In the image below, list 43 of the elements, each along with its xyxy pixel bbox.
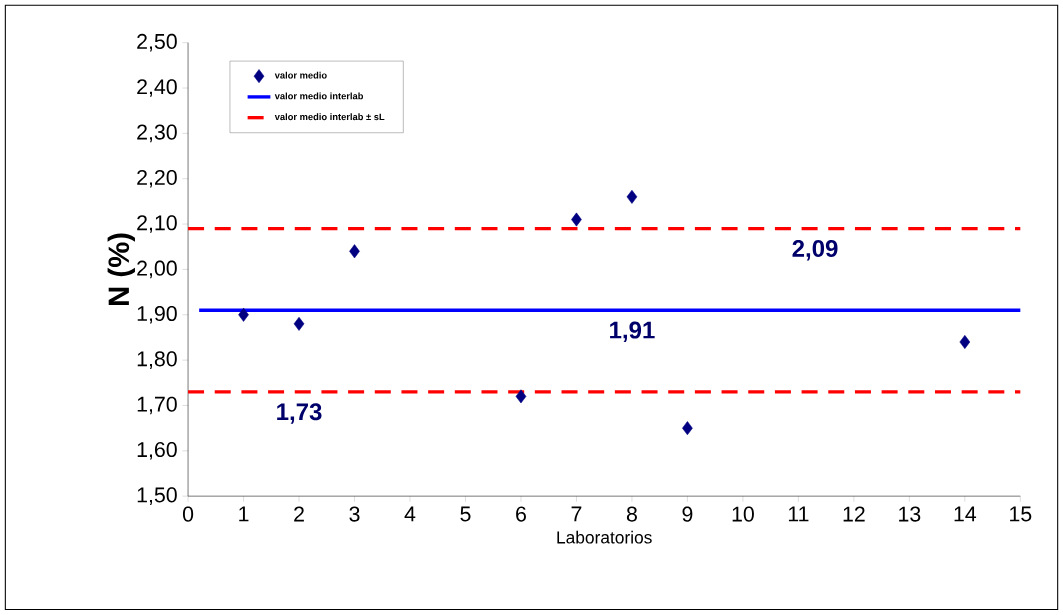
y-tick-label: 1,70 <box>137 396 177 415</box>
point <box>238 307 249 322</box>
x-tick-label: 2 <box>294 506 304 522</box>
y-tick-label: 2,20 <box>137 169 177 188</box>
point <box>571 212 582 227</box>
point <box>626 189 638 204</box>
x-tick-label: 4 <box>404 506 416 522</box>
y-tick-label: 2,50 <box>137 33 177 52</box>
legend-label: valor medio <box>274 71 327 79</box>
x-tick-label: 5 <box>460 506 471 522</box>
x-tick-label: 14 <box>954 506 977 522</box>
point <box>959 335 971 349</box>
y-tick-label: 2,10 <box>137 215 177 233</box>
x-tick-label: 0 <box>182 506 194 522</box>
y-tick-label: 1,60 <box>137 442 177 460</box>
y-tick-label: 1,80 <box>137 351 177 369</box>
y-axis-title: N (%) <box>107 233 135 305</box>
x-tick-label: 1 <box>239 506 249 522</box>
x-tick-label: 11 <box>788 506 809 522</box>
annotation: 1,91 <box>610 321 655 343</box>
x-tick-label: 9 <box>682 506 693 522</box>
y-tick-label: 2,00 <box>137 260 177 279</box>
x-tick-label: 15 <box>1010 506 1032 522</box>
x-tick-label: 12 <box>843 506 865 522</box>
x-tick-label: 8 <box>626 506 637 522</box>
legend-label: valor medio interlab <box>274 92 364 100</box>
point <box>515 389 527 404</box>
x-axis-title: Laboratorios <box>557 530 652 544</box>
y-tick-label: 1,50 <box>137 487 177 506</box>
annotation: 2,09 <box>792 240 838 261</box>
point <box>349 244 360 259</box>
point <box>293 316 305 331</box>
y-tick-label: 2,40 <box>137 79 177 97</box>
x-tick-label: 10 <box>732 506 754 522</box>
x-tick-label: 3 <box>349 506 360 522</box>
y-tick-label: 2,30 <box>137 124 177 143</box>
x-tick-label: 13 <box>899 506 921 522</box>
annotation: 1,73 <box>277 403 322 424</box>
legend-label: valor medio interlab ± sL <box>274 113 385 121</box>
x-tick-label: 7 <box>571 506 582 522</box>
x-tick-label: 6 <box>516 506 526 522</box>
y-tick-label: 1,90 <box>137 306 177 324</box>
point <box>682 421 693 436</box>
